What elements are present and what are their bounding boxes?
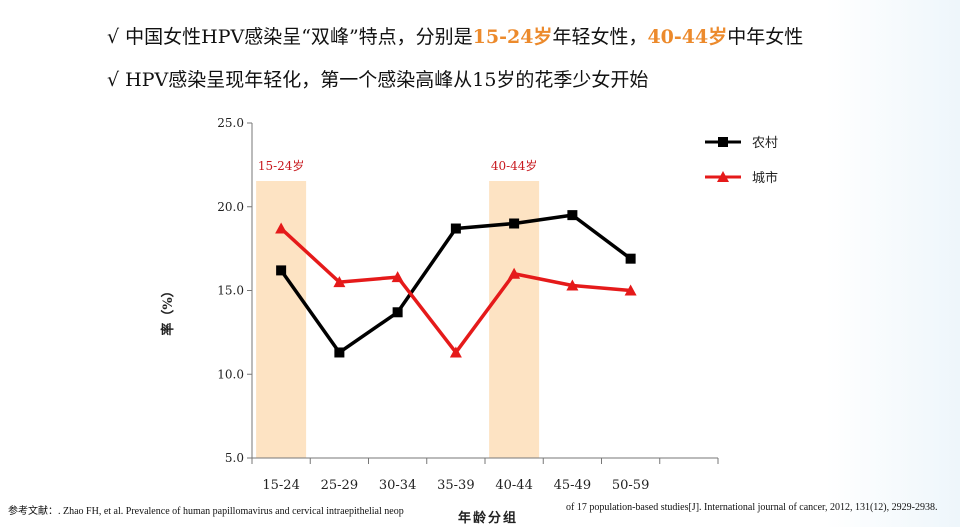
rural-data-point bbox=[567, 210, 578, 221]
rural-data-point bbox=[450, 223, 461, 234]
check-mark-icon: √ bbox=[107, 69, 120, 91]
y-tick-label: 20.0 bbox=[217, 200, 244, 214]
rural-data-point bbox=[276, 265, 287, 276]
rural-data-point bbox=[392, 307, 403, 318]
urban-data-point bbox=[566, 279, 579, 291]
bullet-line-1: √ 中国女性HPV感染呈“双峰”特点，分别是15-24岁年轻女性，40-44岁中… bbox=[107, 22, 803, 49]
urban-series-line bbox=[279, 227, 631, 355]
band-label: 15-24岁 bbox=[258, 158, 305, 173]
urban-data-point bbox=[624, 284, 637, 296]
urban-data-point bbox=[508, 267, 521, 279]
legend-label: 农村 bbox=[752, 136, 778, 151]
y-tick-label: 25.0 bbox=[217, 116, 244, 130]
rural-data-point bbox=[509, 218, 520, 229]
reference-left-text: . Zhao FH, et al. Prevalence of human pa… bbox=[58, 506, 404, 517]
rural-data-point bbox=[334, 347, 345, 358]
band-label: 40-44岁 bbox=[491, 158, 538, 173]
x-tick-label: 25-29 bbox=[321, 478, 358, 493]
x-tick-label: 50-59 bbox=[612, 478, 649, 493]
x-tick-label: 15-24 bbox=[262, 478, 299, 493]
rural-data-point bbox=[625, 253, 636, 264]
y-tick-label: 15.0 bbox=[217, 284, 244, 298]
x-tick-label: 30-34 bbox=[379, 478, 416, 493]
bullet-text: 年轻女性， bbox=[552, 26, 648, 48]
highlighted-text: 40-44岁 bbox=[647, 26, 728, 48]
highlighted-text: 15-24岁 bbox=[472, 26, 553, 48]
urban-data-point bbox=[333, 276, 346, 288]
y-tick-label: 5.0 bbox=[225, 451, 244, 465]
y-axis-title: 率（%） bbox=[160, 284, 176, 335]
x-tick-label: 40-44 bbox=[495, 478, 532, 493]
reference-left: 参考文献：. Zhao FH, et al. Prevalence of hum… bbox=[8, 502, 404, 517]
y-tick-label: 10.0 bbox=[217, 367, 244, 381]
urban-data-point bbox=[275, 222, 288, 234]
x-tick-label: 45-49 bbox=[554, 478, 591, 493]
bullet-text: 中年女性 bbox=[727, 26, 804, 48]
bullet-text: 中国女性HPV感染呈“双峰”特点，分别是 bbox=[119, 26, 473, 48]
urban-data-point bbox=[391, 271, 404, 283]
legend-label: 城市 bbox=[752, 170, 778, 186]
reference-right: of 17 population-based studies[J]. Inter… bbox=[566, 502, 938, 513]
bullet-line-2: √ HPV感染呈现年轻化，第一个感染高峰从15岁的花季少女开始 bbox=[107, 65, 648, 92]
legend-square-marker bbox=[718, 137, 728, 147]
reference-label: 参考文献： bbox=[8, 506, 58, 517]
legend-triangle-marker bbox=[717, 171, 729, 182]
x-axis-title: 年龄分组 bbox=[458, 510, 518, 526]
check-mark-icon: √ bbox=[107, 26, 120, 48]
urban-data-point bbox=[449, 346, 462, 358]
rural-series-line bbox=[279, 213, 632, 355]
bullet-text: HPV感染呈现年轻化，第一个感染高峰从15岁的花季少女开始 bbox=[119, 69, 649, 91]
x-tick-label: 35-39 bbox=[437, 478, 474, 493]
